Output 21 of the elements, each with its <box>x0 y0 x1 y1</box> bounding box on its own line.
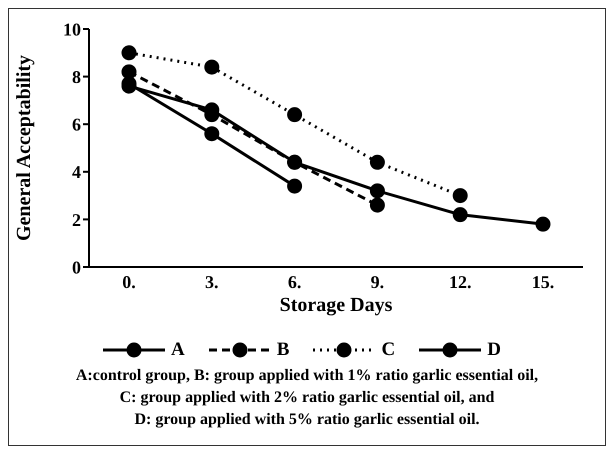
legend-label: A <box>171 339 185 361</box>
y-tick-label: 8 <box>72 66 81 87</box>
x-tick-label: 0. <box>122 272 136 292</box>
x-axis-title: Storage Days <box>280 294 393 316</box>
text: D: group applied with 5% ratio garlic essential oil. <box>134 411 480 428</box>
y-tick-label: 10 <box>63 19 81 40</box>
y-tick-label: 6 <box>72 114 81 135</box>
x-tick-label: 15. <box>532 272 554 292</box>
x-tick-label: 9. <box>370 272 384 292</box>
x-tick-label: 6. <box>288 272 302 292</box>
legend-label: B <box>276 339 290 361</box>
y-tick-label: 2 <box>72 210 81 230</box>
legend-label: C <box>381 339 396 361</box>
x-tick-label: 3. <box>205 272 219 292</box>
legend-label: D <box>487 339 501 361</box>
y-tick-label: 0 <box>72 257 81 278</box>
y-axis-title: General Acceptability <box>13 54 36 242</box>
y-tick-label: 4 <box>72 162 81 182</box>
x-tick-label: 12. <box>448 272 472 292</box>
text: A:control group, B: group applied with 1% ratio garlic essential oil, <box>76 367 538 384</box>
text: C: group applied with 2% ratio garlic essential oil, and <box>120 389 494 406</box>
